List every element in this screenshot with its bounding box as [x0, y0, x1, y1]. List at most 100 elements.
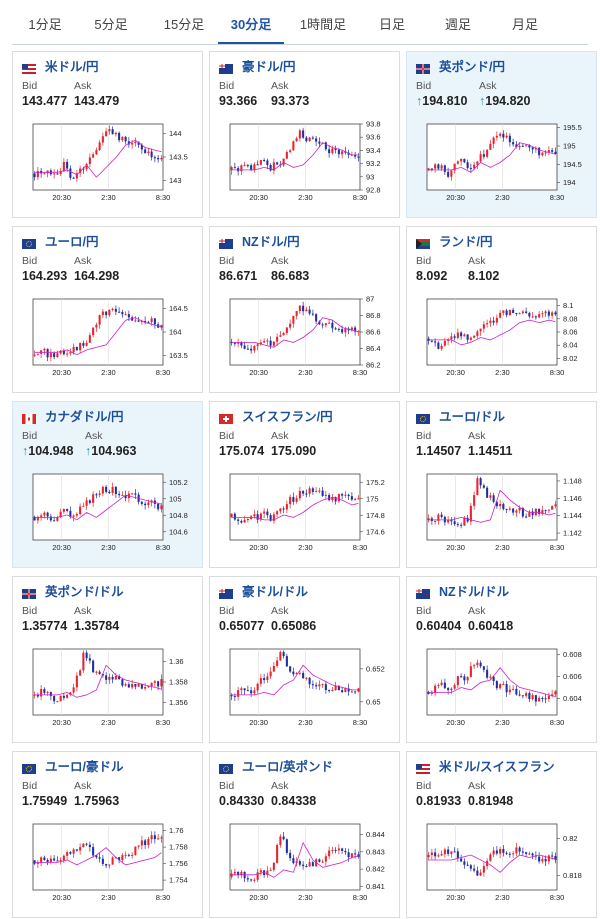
mini-candlestick-chart[interactable]: 175.2 175 174.8 174.6 20:30 2:30 8:30: [218, 466, 398, 556]
mini-candlestick-chart[interactable]: 0.82 0.818 20:30 2:30 8:30: [415, 816, 595, 906]
candle-body: [482, 324, 485, 329]
mini-candlestick-chart[interactable]: 164.5 164 163.5 20:30 2:30 8:30: [21, 291, 201, 381]
y-tick-label: 8.08: [563, 314, 578, 323]
mini-candlestick-chart[interactable]: 1.76 1.758 1.756 1.754 20:30 2:30 8:30: [21, 816, 201, 906]
x-tick-label: 20:30: [446, 193, 465, 202]
currency-card[interactable]: 豪ドル/円 Bid Ask 93.366 93.373 93.8 93.6 93.4 93.2 9…: [209, 51, 400, 218]
currency-card[interactable]: ランド/円 Bid Ask 8.092 8.102 8.1 8.08 8.06 8.04 8.02…: [406, 226, 597, 393]
candle-body: [508, 508, 511, 510]
tab-0[interactable]: 1分足: [28, 17, 62, 32]
mini-candlestick-chart[interactable]: 0.608 0.606 0.604 20:30 2:30 8:30: [415, 641, 595, 731]
currency-card[interactable]: NZドル/ドル Bid Ask 0.60404 0.60418 0.608 0.606 0.6…: [406, 576, 597, 743]
candle-body: [75, 346, 78, 351]
candle-body: [350, 853, 353, 858]
candle-body: [33, 173, 36, 178]
currency-pair-link[interactable]: カナダドル/円: [45, 410, 124, 424]
currency-pair-link[interactable]: ユーロ/豪ドル: [45, 760, 124, 774]
ask-price: 8.102: [468, 269, 499, 283]
currency-card[interactable]: 英ポンド/円 Bid Ask ↑194.810 ↑194.820 195.5 195 194.…: [406, 51, 597, 218]
currency-pair-link[interactable]: 米ドル/スイスフラン: [439, 760, 555, 774]
moving-average-line: [428, 319, 556, 346]
bid-price-value: 86.671: [219, 269, 258, 283]
currency-pair-link[interactable]: スイスフラン/円: [242, 410, 333, 424]
candle-body: [79, 670, 82, 676]
currency-pair-link[interactable]: 英ポンド/ドル: [45, 585, 124, 599]
candle-body: [79, 847, 82, 851]
currency-pair-link[interactable]: NZドル/ドル: [439, 585, 510, 599]
candle-body: [40, 515, 43, 517]
x-tick-label: 20:30: [52, 368, 71, 377]
currency-card[interactable]: ユーロ/英ポンド Bid Ask 0.84330 0.84338 0.844 0.843 0.…: [209, 751, 400, 918]
currency-pair-link[interactable]: 豪ドル/ドル: [242, 585, 308, 599]
candle-body: [92, 154, 95, 158]
candle-body: [237, 871, 240, 876]
candle-body: [331, 850, 334, 852]
tab-4[interactable]: 1時間足: [299, 17, 347, 32]
candle-body: [49, 858, 52, 863]
currency-card[interactable]: スイスフラン/円 Bid Ask 175.074 175.090 175.2 175 174.…: [209, 401, 400, 568]
currency-pair-link[interactable]: NZドル/円: [242, 235, 300, 249]
tab-6[interactable]: 週足: [444, 17, 471, 32]
candle-body: [324, 142, 327, 150]
tab-5[interactable]: 日足: [378, 17, 405, 32]
currency-card[interactable]: 豪ドル/ドル Bid Ask 0.65077 0.65086 0.652 0.65 20:30…: [209, 576, 400, 743]
candle-body: [486, 487, 489, 498]
mini-candlestick-chart[interactable]: 87 86.8 86.6 86.4 86.2 20:30 2:30 8:30: [218, 291, 398, 381]
currency-pair-link[interactable]: ユーロ/英ポンド: [242, 760, 333, 774]
currency-pair-link[interactable]: ランド/円: [439, 235, 493, 249]
candle-body: [40, 857, 43, 863]
tab-7[interactable]: 月足: [511, 17, 538, 32]
candle-body: [453, 685, 456, 689]
y-tick-label: 0.82: [563, 834, 578, 843]
currency-pair-link[interactable]: 英ポンド/円: [439, 60, 505, 74]
candle-body: [544, 311, 547, 314]
currency-card[interactable]: カナダドル/円 Bid Ask ↑104.948 ↑104.963 105.2 105 104…: [12, 401, 203, 568]
mini-candlestick-chart[interactable]: 0.844 0.843 0.842 0.841 20:30 2:30 8:30: [218, 816, 398, 906]
tab-3[interactable]: 30分足: [218, 8, 284, 44]
bid-price: 1.75949: [22, 794, 67, 808]
bid-label: Bid: [219, 430, 235, 442]
x-tick-label: 2:30: [101, 193, 116, 202]
y-tick-label: 144: [169, 129, 182, 138]
candle-body: [492, 320, 495, 323]
bid-label: Bid: [219, 780, 235, 792]
currency-card[interactable]: 米ドル/円 Bid Ask 143.477 143.479 144 143.5 143 20:3…: [12, 51, 203, 218]
currency-pair-link[interactable]: ユーロ/ドル: [439, 410, 505, 424]
currency-card[interactable]: 英ポンド/ドル Bid Ask 1.35774 1.35784 1.36 1.358 1.35…: [12, 576, 203, 743]
candle-body: [157, 838, 160, 840]
plot-frame: [426, 298, 558, 366]
tab-1[interactable]: 5分足: [94, 17, 128, 32]
candle-body: [105, 675, 108, 680]
mini-candlestick-chart[interactable]: 93.8 93.6 93.4 93.2 93 92.8 20:30 2:30 8:30: [218, 116, 398, 206]
currency-card[interactable]: ユーロ/ドル Bid Ask 1.14507 1.14511 1.148 1.146 1.14…: [406, 401, 597, 568]
y-tick-label: 174.8: [366, 511, 385, 520]
currency-pair-link[interactable]: 米ドル/円: [45, 60, 99, 74]
candle-body: [450, 170, 453, 177]
currency-card[interactable]: NZドル/円 Bid Ask 86.671 86.683 87 86.8 86.6 86.4 86…: [209, 226, 400, 393]
candle-body: [59, 350, 62, 354]
mini-candlestick-chart[interactable]: 105.2 105 104.8 104.6 20:30 2:30 8:30: [21, 466, 201, 556]
currency-card[interactable]: ユーロ/豪ドル Bid Ask 1.75949 1.75963 1.76 1.758 1.75…: [12, 751, 203, 918]
mini-candlestick-chart[interactable]: 0.652 0.65 20:30 2:30 8:30: [218, 641, 398, 731]
chart-svg: 164.5 164 163.5 20:30 2:30 8:30: [32, 298, 188, 377]
mini-candlestick-chart[interactable]: 1.148 1.146 1.144 1.142 20:30 2:30 8:30: [415, 466, 595, 556]
mini-candlestick-chart[interactable]: 144 143.5 143 20:30 2:30 8:30: [21, 116, 201, 206]
candle-body: [315, 314, 318, 322]
candle-body: [505, 310, 508, 316]
currency-card[interactable]: 米ドル/スイスフラン Bid Ask 0.81933 0.81948 0.82 0.818 2…: [406, 751, 597, 918]
candle-body: [134, 846, 137, 855]
currency-pair-link[interactable]: ユーロ/円: [45, 235, 99, 249]
currency-card[interactable]: ユーロ/円 Bid Ask 164.293 164.298 164.5 164 163.5 20…: [12, 226, 203, 393]
gb-flag-icon: [416, 61, 430, 74]
mini-candlestick-chart[interactable]: 1.36 1.358 1.356 20:30 2:30 8:30: [21, 641, 201, 731]
candle-body: [521, 695, 524, 697]
candle-body: [144, 321, 147, 323]
mini-candlestick-chart[interactable]: 195.5 195 194.5 194 20:30 2:30 8:30: [415, 116, 595, 206]
candle-body: [318, 684, 321, 687]
mini-candlestick-chart[interactable]: 8.1 8.08 8.06 8.04 8.02 20:30 2:30 8:30: [415, 291, 595, 381]
tab-2[interactable]: 15分足: [163, 17, 205, 32]
x-tick-label: 8:30: [550, 718, 565, 727]
currency-pair-link[interactable]: 豪ドル/円: [242, 60, 296, 74]
up-arrow-icon: ↑: [416, 94, 423, 108]
y-tick-label: 93.8: [366, 120, 381, 129]
